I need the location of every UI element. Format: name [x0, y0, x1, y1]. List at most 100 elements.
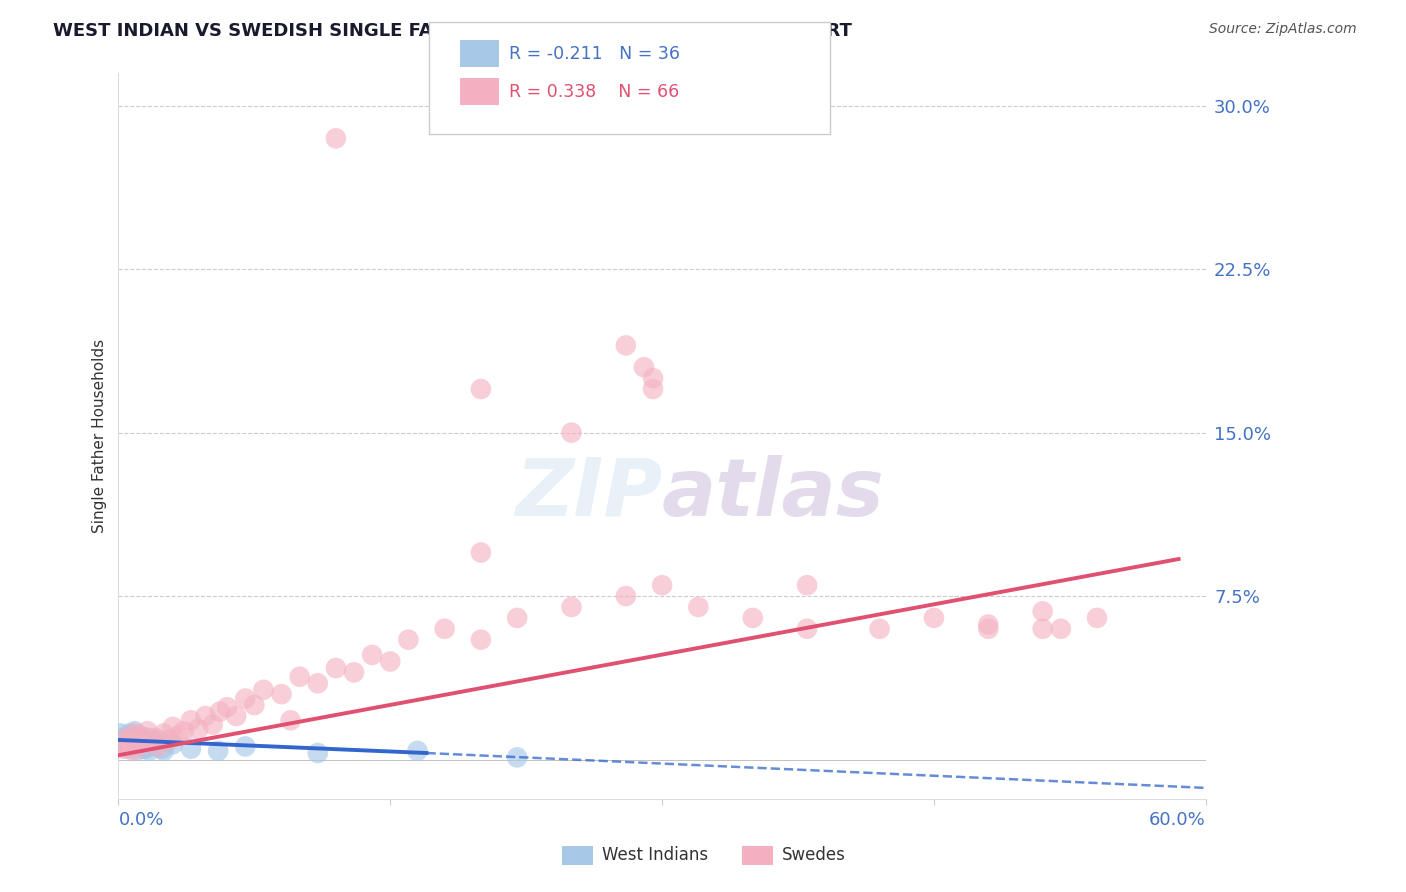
Point — [1032, 622, 1054, 636]
Text: ZIP: ZIP — [515, 455, 662, 533]
Point — [132, 737, 155, 751]
Point — [135, 735, 157, 749]
Point — [143, 731, 166, 745]
Point — [869, 622, 891, 636]
Point — [167, 729, 190, 743]
Text: atlas: atlas — [662, 455, 884, 533]
Point — [117, 731, 139, 745]
Point — [112, 731, 135, 745]
Point — [470, 545, 492, 559]
Point — [207, 744, 229, 758]
Point — [129, 729, 152, 743]
Point — [688, 599, 710, 614]
Point — [977, 617, 1000, 632]
Point — [150, 741, 173, 756]
Point — [325, 131, 347, 145]
Point — [120, 733, 142, 747]
Point — [194, 709, 217, 723]
Point — [233, 691, 256, 706]
Point — [225, 709, 247, 723]
Point — [406, 744, 429, 758]
Point — [129, 737, 152, 751]
Point — [117, 731, 139, 745]
Point — [741, 611, 763, 625]
Point — [506, 611, 529, 625]
Point — [122, 739, 145, 754]
Point — [148, 739, 170, 754]
Point — [162, 737, 184, 751]
Point — [270, 687, 292, 701]
Point — [110, 726, 132, 740]
Point — [127, 733, 149, 747]
Point — [117, 741, 139, 756]
Point — [233, 739, 256, 754]
Point — [1032, 604, 1054, 618]
Point — [641, 382, 664, 396]
Point — [112, 735, 135, 749]
Point — [307, 746, 329, 760]
Point — [307, 676, 329, 690]
Point — [180, 714, 202, 728]
Point — [1085, 611, 1108, 625]
Point — [560, 425, 582, 440]
Point — [135, 741, 157, 756]
Point — [325, 661, 347, 675]
Point — [118, 737, 141, 751]
Point — [1049, 622, 1071, 636]
Point — [138, 744, 160, 758]
Point — [125, 744, 148, 758]
Point — [124, 724, 146, 739]
Point — [152, 726, 174, 740]
Point — [217, 700, 239, 714]
Point — [143, 735, 166, 749]
Point — [506, 750, 529, 764]
Point — [122, 744, 145, 758]
Point — [977, 622, 1000, 636]
Point — [361, 648, 384, 662]
Point — [114, 737, 136, 751]
Point — [288, 670, 311, 684]
Point — [139, 737, 162, 751]
Point — [633, 360, 655, 375]
Point — [614, 338, 637, 352]
Point — [136, 724, 159, 739]
Point — [131, 733, 153, 747]
Point — [162, 720, 184, 734]
Point — [125, 739, 148, 754]
Point — [187, 722, 209, 736]
Y-axis label: Single Father Households: Single Father Households — [93, 339, 107, 533]
Text: West Indians: West Indians — [602, 847, 707, 864]
Point — [132, 741, 155, 756]
Text: Swedes: Swedes — [782, 847, 845, 864]
Point — [651, 578, 673, 592]
Point — [343, 665, 366, 680]
Text: R = -0.211   N = 36: R = -0.211 N = 36 — [509, 45, 681, 62]
Point — [280, 714, 302, 728]
Point — [111, 741, 134, 756]
Point — [143, 739, 166, 754]
Text: WEST INDIAN VS SWEDISH SINGLE FATHER HOUSEHOLDS CORRELATION CHART: WEST INDIAN VS SWEDISH SINGLE FATHER HOU… — [53, 22, 852, 40]
Text: R = 0.338    N = 66: R = 0.338 N = 66 — [509, 83, 679, 101]
Point — [148, 733, 170, 747]
Point — [243, 698, 266, 712]
Point — [380, 655, 402, 669]
Point — [796, 578, 818, 592]
Text: Source: ZipAtlas.com: Source: ZipAtlas.com — [1209, 22, 1357, 37]
Point — [120, 733, 142, 747]
Point — [641, 371, 664, 385]
Point — [124, 733, 146, 747]
Point — [470, 382, 492, 396]
Point — [124, 726, 146, 740]
Point — [180, 741, 202, 756]
Point — [127, 729, 149, 743]
Point — [139, 735, 162, 749]
Point — [173, 724, 195, 739]
Point — [157, 733, 180, 747]
Text: 60.0%: 60.0% — [1149, 811, 1206, 829]
Point — [252, 682, 274, 697]
Point — [114, 739, 136, 754]
Point — [111, 735, 134, 749]
Point — [120, 739, 142, 754]
Point — [201, 717, 224, 731]
Point — [396, 632, 419, 647]
